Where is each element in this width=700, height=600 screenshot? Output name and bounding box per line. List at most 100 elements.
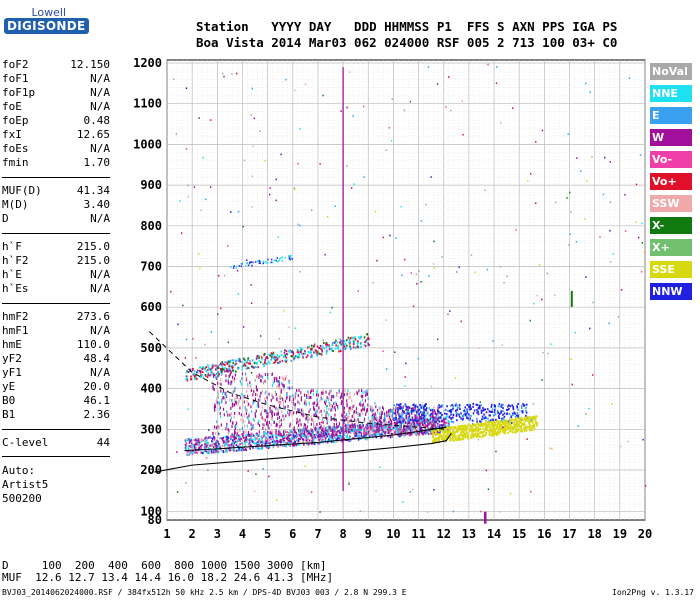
echo-point — [477, 430, 480, 433]
echo-point — [434, 413, 437, 416]
scaled-trace — [184, 426, 447, 451]
echo-point — [204, 437, 206, 440]
echo-point — [554, 201, 557, 204]
echo-point — [300, 431, 303, 434]
echo-point — [264, 159, 266, 162]
echo-point — [401, 413, 404, 416]
echo-point — [262, 262, 264, 265]
echo-point — [401, 431, 403, 434]
echo-point — [293, 432, 295, 435]
echo-point — [447, 422, 450, 425]
echo-point — [313, 405, 315, 409]
echo-point — [319, 426, 321, 430]
echo-point — [237, 359, 240, 362]
echo-point — [239, 428, 241, 432]
echo-point — [351, 414, 353, 418]
echo-point — [609, 161, 611, 163]
echo-point — [411, 488, 414, 491]
echo-point — [260, 379, 262, 383]
echo-point — [462, 414, 465, 417]
echo-point — [567, 133, 569, 135]
echo-point — [258, 398, 260, 402]
echo-point — [341, 435, 344, 438]
echo-point — [318, 427, 321, 430]
echo-point — [351, 437, 354, 440]
echo-point — [315, 412, 317, 416]
echo-point — [194, 374, 197, 377]
echo-point — [234, 373, 236, 377]
param-row: foF1 N/A — [2, 72, 110, 86]
echo-point — [495, 450, 497, 453]
echo-point — [641, 222, 643, 225]
echo-point — [469, 405, 472, 408]
echo-point — [249, 438, 252, 441]
echo-point — [457, 426, 460, 429]
echo-point — [466, 415, 468, 418]
echo-point — [432, 418, 435, 421]
echo-point — [298, 441, 300, 444]
echo-point — [304, 436, 307, 439]
echo-point — [235, 401, 237, 405]
echo-point — [220, 449, 222, 452]
echo-point — [299, 418, 301, 422]
echo-point — [343, 343, 345, 346]
echo-point — [330, 436, 333, 439]
echo-point — [376, 416, 378, 420]
echo-point — [176, 491, 179, 493]
echo-point — [307, 418, 309, 422]
echo-point — [304, 427, 307, 431]
profile-curve — [154, 433, 452, 473]
echo-point — [250, 389, 252, 393]
echo-point — [233, 442, 236, 445]
param-separator — [2, 233, 110, 234]
echo-point — [359, 510, 362, 512]
echo-point — [443, 431, 446, 434]
echo-point — [265, 422, 268, 426]
echo-point — [288, 413, 290, 417]
echo-point — [333, 422, 335, 426]
echo-point — [279, 400, 281, 404]
echo-point — [437, 436, 440, 439]
echo-point — [462, 434, 464, 437]
echo-point — [218, 364, 221, 367]
echo-point — [255, 375, 258, 379]
echo-point — [372, 424, 375, 427]
echo-point — [218, 433, 220, 437]
echo-point — [434, 419, 437, 422]
echo-point — [462, 438, 465, 441]
echo-point — [226, 424, 228, 428]
echo-point — [288, 381, 290, 385]
echo-point — [303, 425, 305, 429]
echo-point — [374, 402, 376, 405]
echo-point — [538, 264, 541, 266]
echo-point — [330, 427, 333, 430]
echo-point — [411, 423, 414, 426]
echo-point — [477, 434, 480, 437]
echo-point — [463, 409, 466, 412]
echo-point — [533, 302, 535, 305]
echo-point — [193, 370, 196, 373]
echo-point — [189, 450, 191, 453]
echo-point — [215, 431, 217, 435]
echo-point — [291, 355, 294, 358]
echo-point — [439, 434, 441, 437]
echo-point — [457, 434, 459, 437]
echo-point — [289, 431, 292, 434]
echo-point — [514, 419, 516, 422]
echo-point — [502, 403, 504, 406]
echo-point — [450, 434, 453, 437]
echo-point — [243, 395, 245, 399]
echo-point — [293, 403, 295, 407]
echo-point — [343, 427, 345, 431]
echo-point — [328, 396, 330, 400]
echo-point — [253, 399, 255, 403]
echo-point — [210, 450, 213, 453]
echo-point — [462, 436, 465, 439]
echo-point — [532, 424, 535, 427]
echo-point — [204, 443, 206, 446]
echo-point — [430, 385, 433, 388]
echo-point — [602, 193, 605, 196]
echo-point — [307, 390, 309, 394]
echo-point — [281, 376, 283, 380]
